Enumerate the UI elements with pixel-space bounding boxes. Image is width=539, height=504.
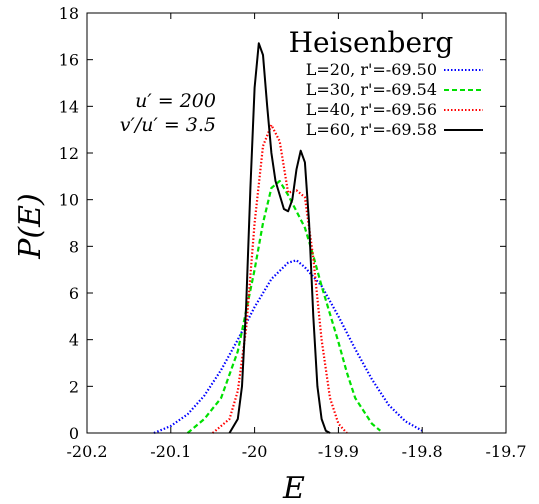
y-tick-label: 0 [69, 424, 79, 443]
y-tick-label: 10 [59, 191, 79, 210]
legend: L=20, r'=-69.50L=30, r'=-69.54L=40, r'=-… [306, 60, 483, 139]
legend-label-3: L=40, r'=-69.56 [306, 100, 437, 119]
axes-layer [86, 12, 507, 434]
x-tick-label: -19.7 [485, 442, 526, 461]
series-line-3 [211, 123, 348, 434]
legend-label-4: L=60, r'=-69.58 [306, 120, 437, 139]
chart-title: Heisenberg [289, 26, 454, 59]
y-tick-label: 6 [69, 284, 79, 303]
y-tick-label: 18 [59, 4, 79, 23]
y-tick-label: 8 [69, 237, 79, 256]
y-tick-label: 16 [59, 51, 79, 70]
y-tick-label: 12 [59, 144, 79, 163]
y-axis-label: P(E) [13, 193, 48, 260]
series-line-2 [186, 179, 382, 434]
y-tick-label: 4 [69, 331, 79, 350]
ticks-layer: -20.2 -20.1 -20 -19.9 -19.8 -19.7 0 2 4 6 8 10 12 14 1… [59, 4, 527, 461]
series-line-4 [228, 42, 331, 434]
annotation-v-over-u: v′/u′ = 3.5 [120, 114, 216, 136]
x-tick-label: -20.1 [150, 442, 191, 461]
x-tick-label: -19.9 [318, 442, 359, 461]
x-axis-label: E [282, 471, 305, 504]
legend-label-1: L=20, r'=-69.50 [306, 60, 437, 79]
legend-label-2: L=30, r'=-69.54 [306, 80, 437, 99]
annotation-u-prime: u′ = 200 [135, 90, 216, 112]
x-tick-label: -19.8 [402, 442, 443, 461]
series-line-1 [153, 259, 423, 435]
x-tick-label: -20 [242, 442, 268, 461]
y-tick-label: 14 [59, 97, 79, 116]
plot-frame [86, 12, 507, 434]
y-tick-label: 2 [69, 377, 79, 396]
x-tick-label: -20.2 [66, 442, 107, 461]
series-layer [153, 42, 423, 435]
